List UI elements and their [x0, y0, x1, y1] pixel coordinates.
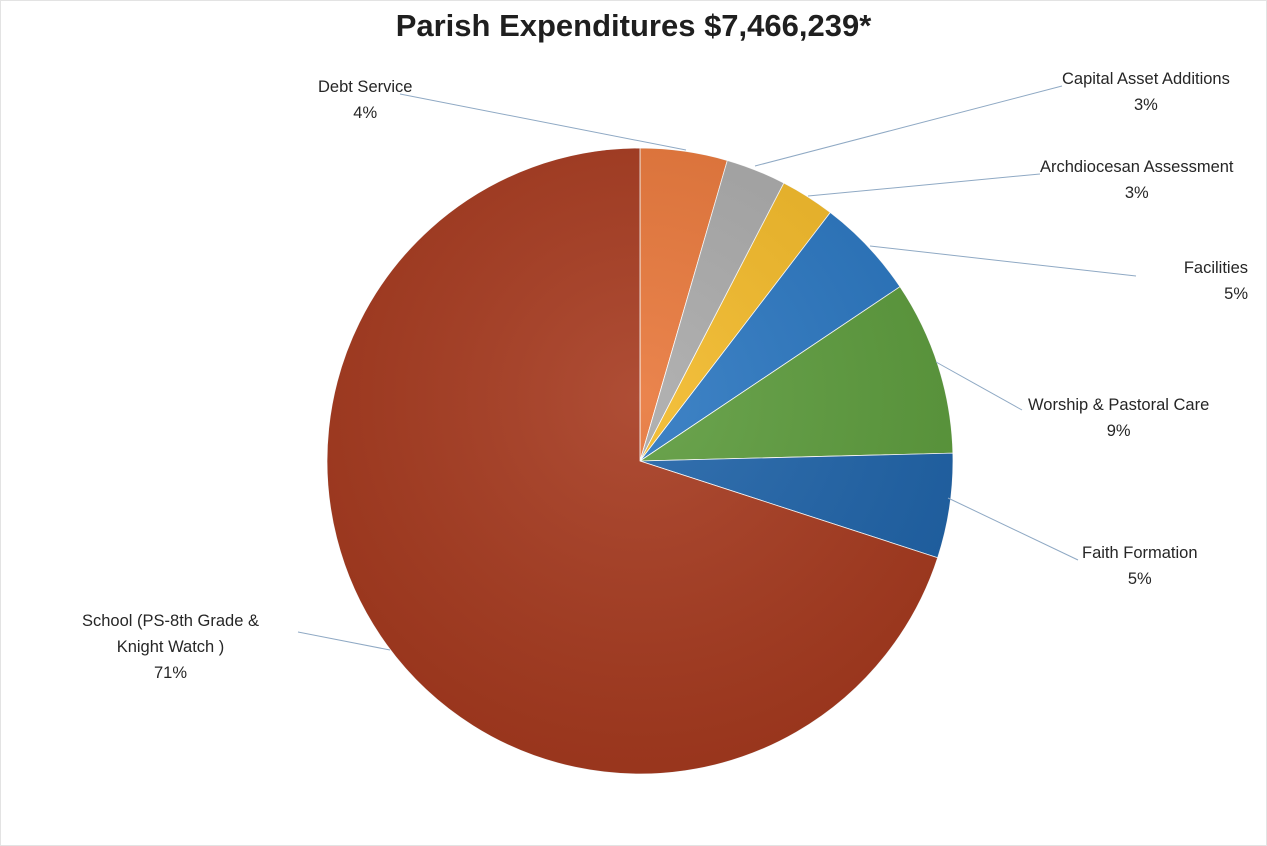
slice-name: Knight Watch ): [116, 638, 225, 656]
slice-name: Worship & Pastoral Care: [1028, 396, 1210, 414]
leader-line-capital-asset-additions: [754, 85, 1063, 167]
slice-name: Capital Asset Additions: [1062, 70, 1230, 88]
slice-name: School (PS-8th Grade &: [82, 612, 260, 630]
slice-percent: 71%: [153, 664, 188, 682]
leader-line-school-ps-8th-grade-knight-watch: [297, 631, 391, 651]
slice-label-worship-pastoral-care: Worship & Pastoral Care 9%: [1028, 392, 1209, 444]
slice-name: Debt Service: [318, 78, 413, 96]
slice-percent: 5%: [1127, 570, 1152, 588]
slice-percent: 9%: [1106, 422, 1131, 440]
leader-lines: [297, 85, 1137, 651]
pie-slices: [326, 147, 954, 775]
chart-title: Parish Expenditures $7,466,239*: [395, 8, 872, 43]
slice-name: Faith Formation: [1082, 544, 1198, 562]
slice-percent: 4%: [353, 104, 378, 122]
slice-percent: 5%: [1224, 285, 1248, 303]
leader-line-debt-service: [399, 93, 687, 151]
slice-label-facilities: Facilities 5%: [1140, 255, 1248, 307]
leader-line-facilities: [869, 245, 1137, 277]
leader-line-worship-pastoral-care: [935, 361, 1023, 411]
slice-label-capital-asset-additions: Capital Asset Additions 3%: [1062, 66, 1230, 118]
slice-name: Archdiocesan Assessment: [1040, 158, 1234, 176]
slice-percent: 3%: [1134, 96, 1158, 114]
slice-label-school-ps-8th-grade-knight-watch: School (PS-8th Grade & Knight Watch ) 71%: [82, 608, 259, 686]
slice-label-faith-formation: Faith Formation 5%: [1082, 540, 1198, 592]
slice-label-debt-service: Debt Service 4%: [318, 74, 412, 126]
leader-line-archdiocesan-assessment: [807, 173, 1041, 197]
slice-label-archdiocesan-assessment: Archdiocesan Assessment 3%: [1040, 154, 1234, 206]
slice-name: Facilities: [1183, 259, 1248, 277]
leader-line-faith-formation: [947, 497, 1079, 561]
slice-percent: 3%: [1124, 184, 1149, 202]
